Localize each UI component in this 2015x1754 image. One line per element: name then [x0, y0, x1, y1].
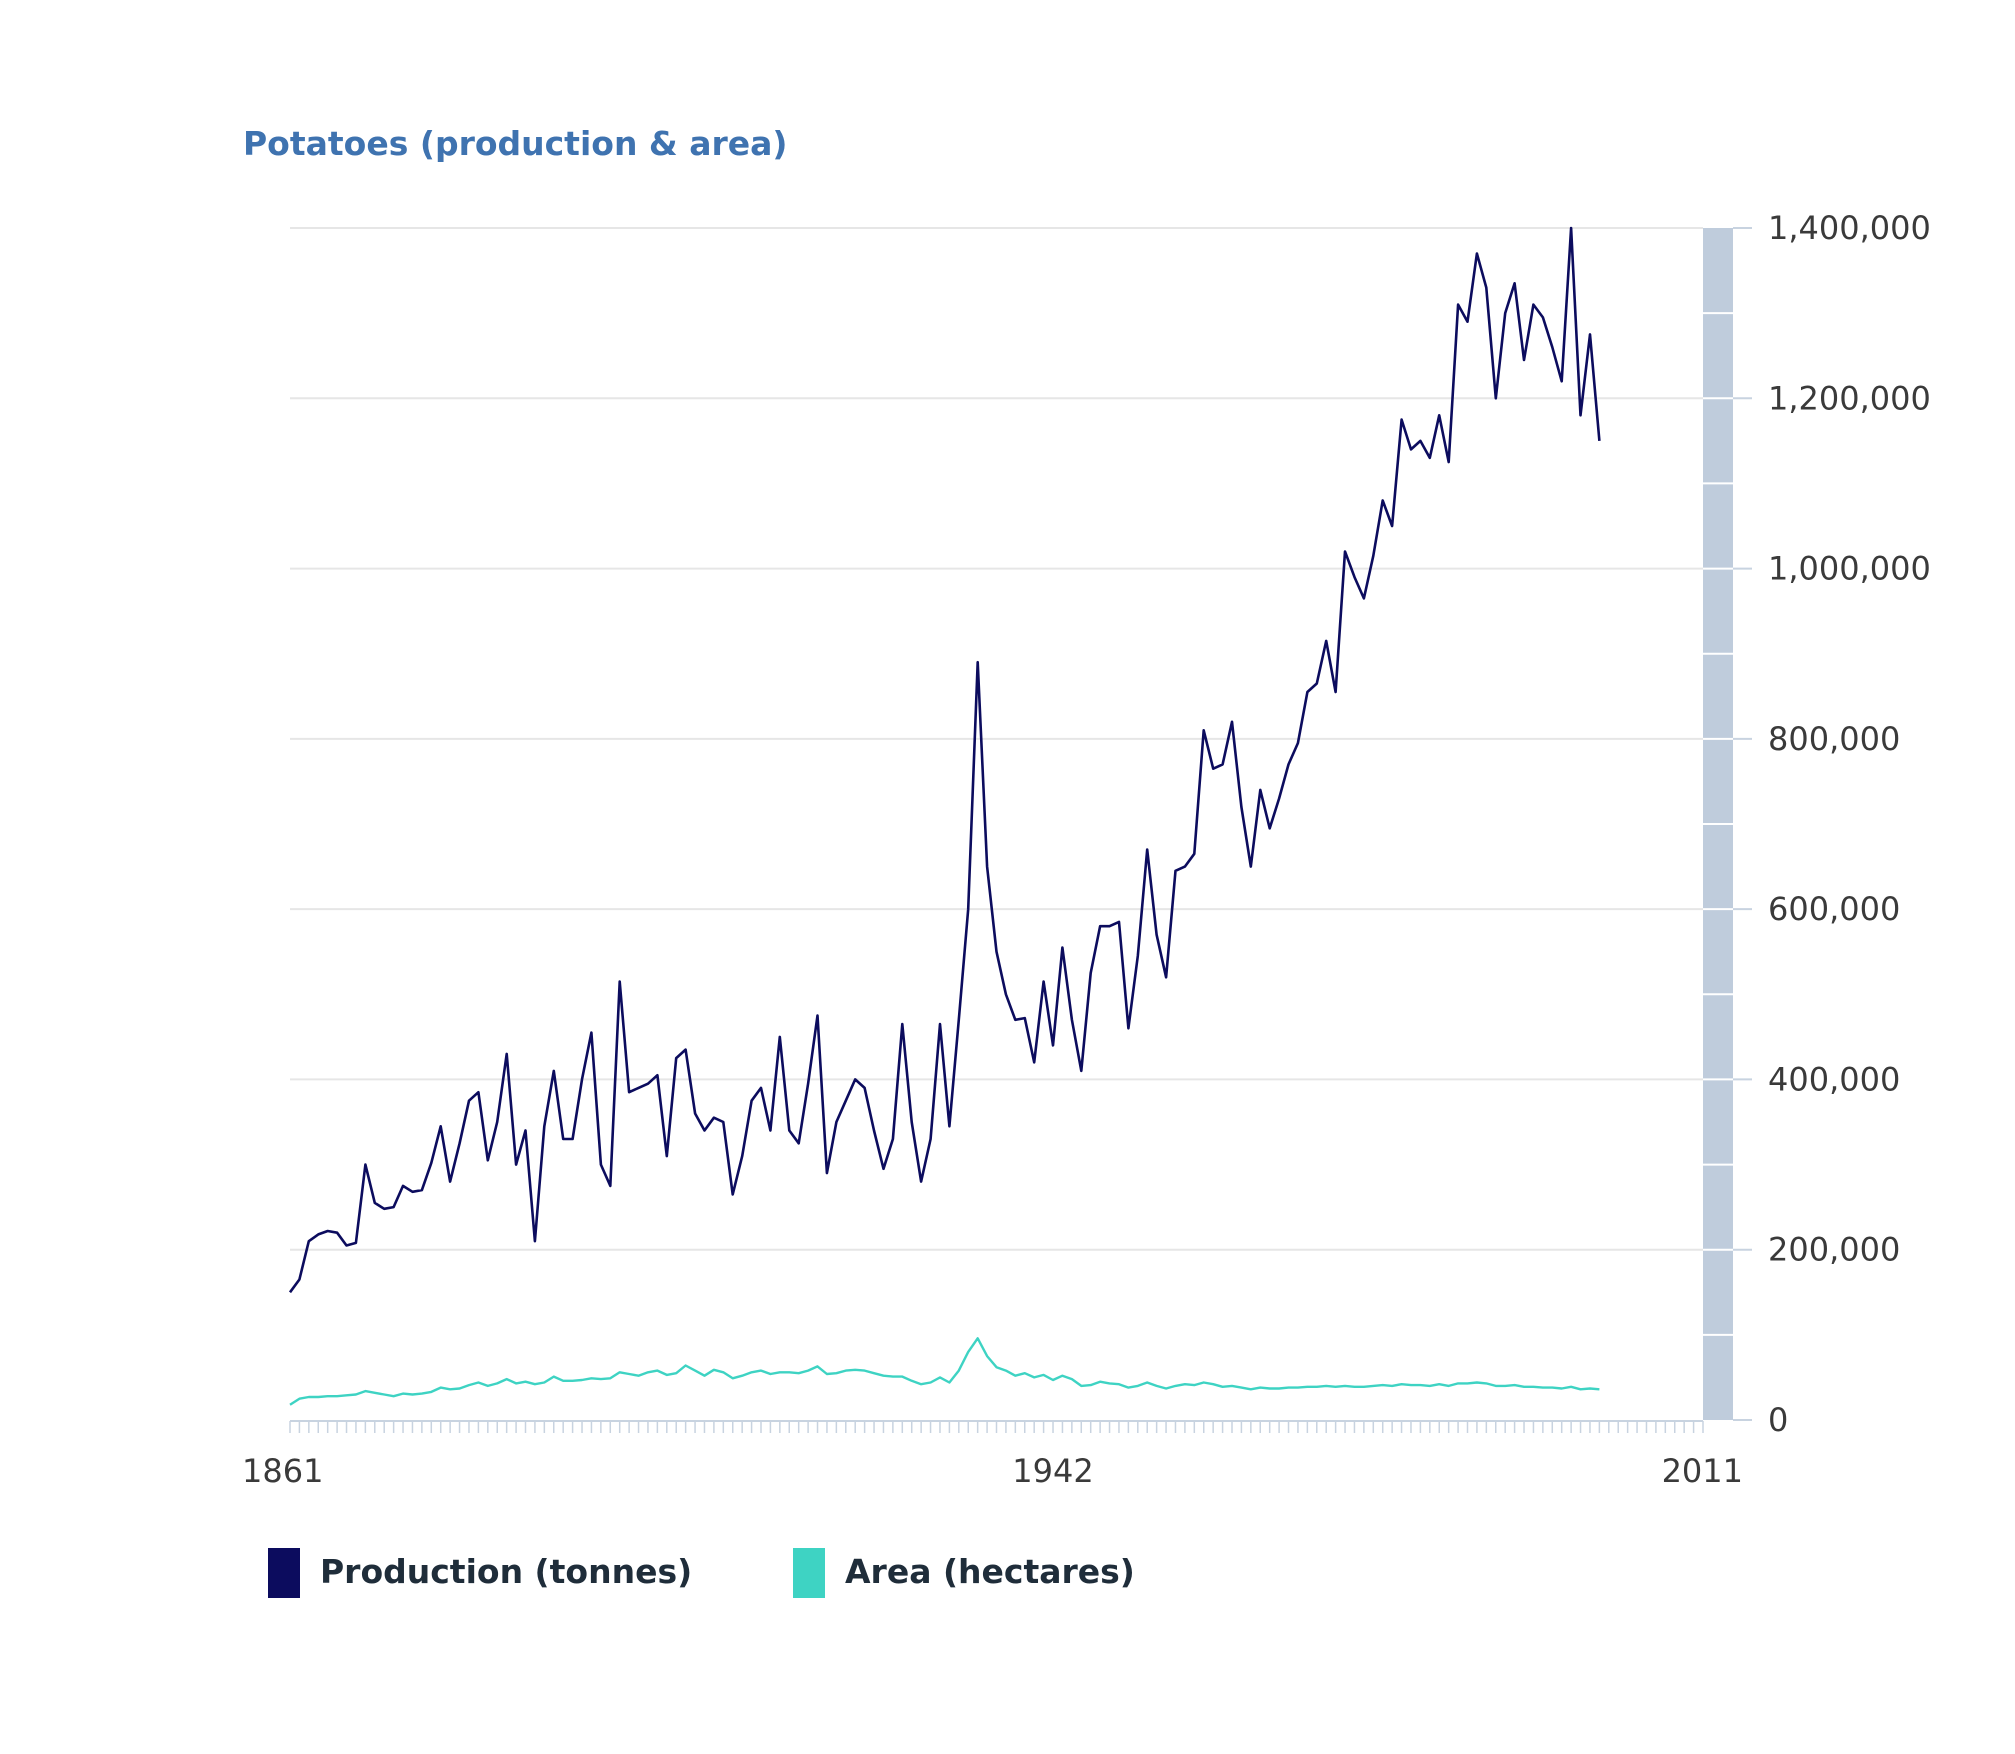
legend: Production (tonnes) Area (hectares)	[268, 1548, 1135, 1598]
legend-item-production[interactable]: Production (tonnes)	[268, 1548, 692, 1598]
chart-title: Potatoes (production & area)	[243, 124, 787, 163]
y-tick-label: 400,000	[1768, 1060, 1900, 1098]
legend-label-area: Area (hectares)	[845, 1552, 1135, 1591]
x-tick-label: 2011	[1662, 1452, 1743, 1490]
y-tick-label: 1,400,000	[1768, 209, 1931, 247]
y-tick-label: 800,000	[1768, 720, 1900, 758]
y-tick-label: 1,200,000	[1768, 379, 1931, 417]
legend-item-area[interactable]: Area (hectares)	[793, 1548, 1135, 1598]
legend-label-production: Production (tonnes)	[320, 1552, 692, 1591]
x-tick-label: 1942	[1012, 1452, 1093, 1490]
series-production-line[interactable]	[288, 226, 1601, 1294]
legend-swatch-production	[268, 1548, 300, 1598]
y-axis-scrollbar-notches	[1703, 312, 1733, 1336]
series-area-line[interactable]	[289, 1337, 1600, 1406]
x-axis: 1861 1942 2011	[242, 1420, 1743, 1490]
series-group	[288, 226, 1601, 1406]
y-tick-label: 1,000,000	[1768, 550, 1931, 588]
grid-lines	[290, 227, 1703, 1251]
y-tick-label: 200,000	[1768, 1231, 1900, 1269]
y-tick-label: 600,000	[1768, 890, 1900, 928]
y-axis: 0 200,000 400,000 600,000 800,000 1,000,000 1,…	[1733, 209, 1931, 1439]
x-tick-label: 1861	[242, 1452, 323, 1490]
legend-swatch-area	[793, 1548, 825, 1598]
y-tick-label: 0	[1768, 1401, 1788, 1439]
